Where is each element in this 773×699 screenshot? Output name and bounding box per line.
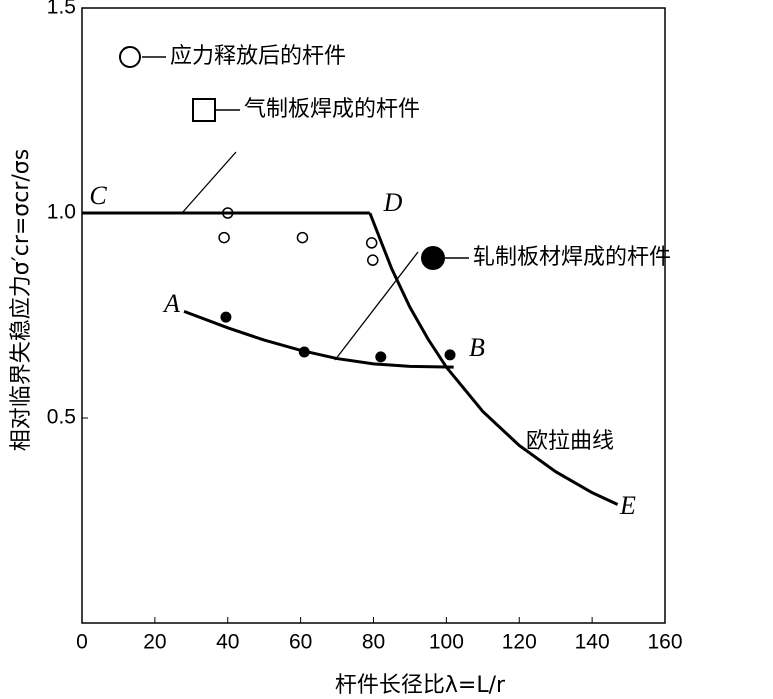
- data-point: [218, 231, 230, 244]
- legend-label: 气制板焊成的杆件: [244, 97, 420, 122]
- annotation: E: [619, 491, 636, 520]
- x-tick-label: 120: [502, 631, 537, 654]
- x-tick-label: 100: [429, 631, 464, 654]
- data-point: [296, 231, 309, 244]
- annotation: C: [89, 181, 107, 210]
- annotation: D: [383, 188, 403, 217]
- y-tick-label: 1.5: [47, 0, 76, 19]
- leader-line: [334, 251, 419, 361]
- legend-label: 轧制板材焊成的杆件: [473, 245, 671, 270]
- curve: [183, 309, 454, 369]
- x-tick-label: 80: [362, 631, 385, 654]
- data-point: [367, 254, 379, 266]
- x-tick-label: 60: [289, 631, 312, 654]
- x-tick-label: 160: [647, 631, 682, 654]
- annotation: A: [162, 289, 180, 318]
- data-point: [444, 349, 456, 361]
- annotation: B: [469, 333, 485, 362]
- curve: [368, 212, 619, 506]
- legend-marker: [192, 98, 216, 122]
- leader-line: [181, 151, 237, 214]
- data-point: [220, 311, 232, 323]
- annotation: 欧拉曲线: [526, 429, 614, 454]
- y-tick-label: 1.0: [47, 201, 76, 224]
- x-tick-label: 0: [76, 631, 88, 654]
- data-point: [375, 351, 387, 363]
- y-tick-label: 0.5: [47, 406, 76, 429]
- x-tick-label: 140: [575, 631, 610, 654]
- data-point: [365, 237, 378, 249]
- legend-marker: [119, 46, 141, 68]
- x-tick-label: 20: [143, 631, 166, 654]
- x-axis-label: 杆件长径比λ=L/r: [335, 673, 506, 698]
- y-axis-label: 相对临界失稳应力σ′cr=σcr/σs: [9, 149, 34, 451]
- legend-marker: [421, 246, 445, 270]
- legend-label: 应力释放后的杆件: [170, 44, 346, 69]
- x-tick-label: 40: [216, 631, 239, 654]
